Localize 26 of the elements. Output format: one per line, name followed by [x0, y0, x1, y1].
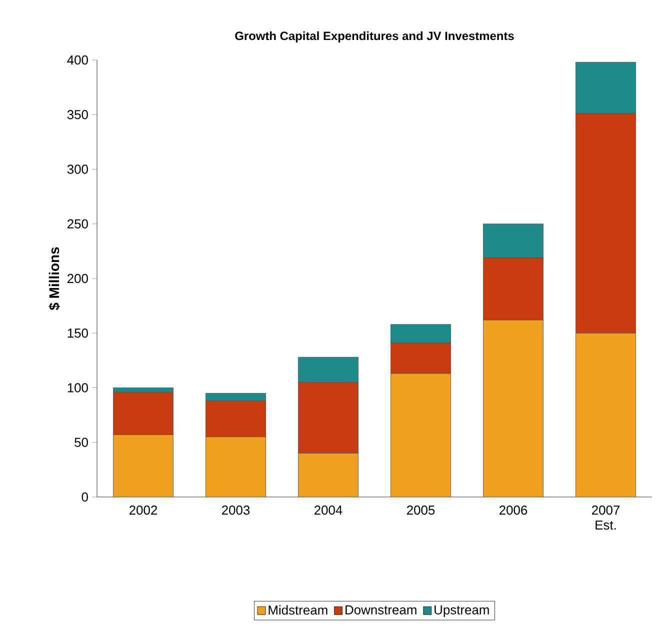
x-tick-label: 2006	[500, 506, 528, 515]
y-tick-label: 50	[74, 438, 88, 447]
y-tick-label: 250	[68, 219, 88, 228]
legend-label: Midstream	[268, 605, 328, 615]
x-tick-label: 2005	[407, 506, 435, 515]
bar	[483, 320, 544, 497]
y-tick-label: 200	[68, 274, 88, 284]
x-tick-label: 2002	[130, 506, 157, 515]
bar	[298, 453, 358, 497]
x-tick-label: 2003	[222, 506, 250, 515]
y-tick-label: 0	[82, 492, 88, 502]
y-tick-label: 350	[67, 110, 88, 120]
y-tick-label: 100	[68, 383, 88, 392]
bar	[576, 332, 636, 497]
legend-label: Downstream	[346, 605, 416, 614]
bar	[390, 373, 451, 497]
x-tick-label: 2007 Est.	[592, 506, 620, 530]
legend-label: Upstream	[434, 605, 489, 618]
y-tick-label: 150	[68, 328, 88, 338]
y-tick-label: 300	[67, 164, 88, 174]
bar	[113, 434, 174, 497]
y-tick-label: 400	[67, 55, 88, 65]
y-axis-title: $ Millions	[48, 247, 60, 310]
chart-title: Growth Capital Expenditures and JV Investments	[235, 31, 514, 42]
x-tick-label: 2004	[314, 506, 342, 515]
bar	[206, 436, 266, 497]
